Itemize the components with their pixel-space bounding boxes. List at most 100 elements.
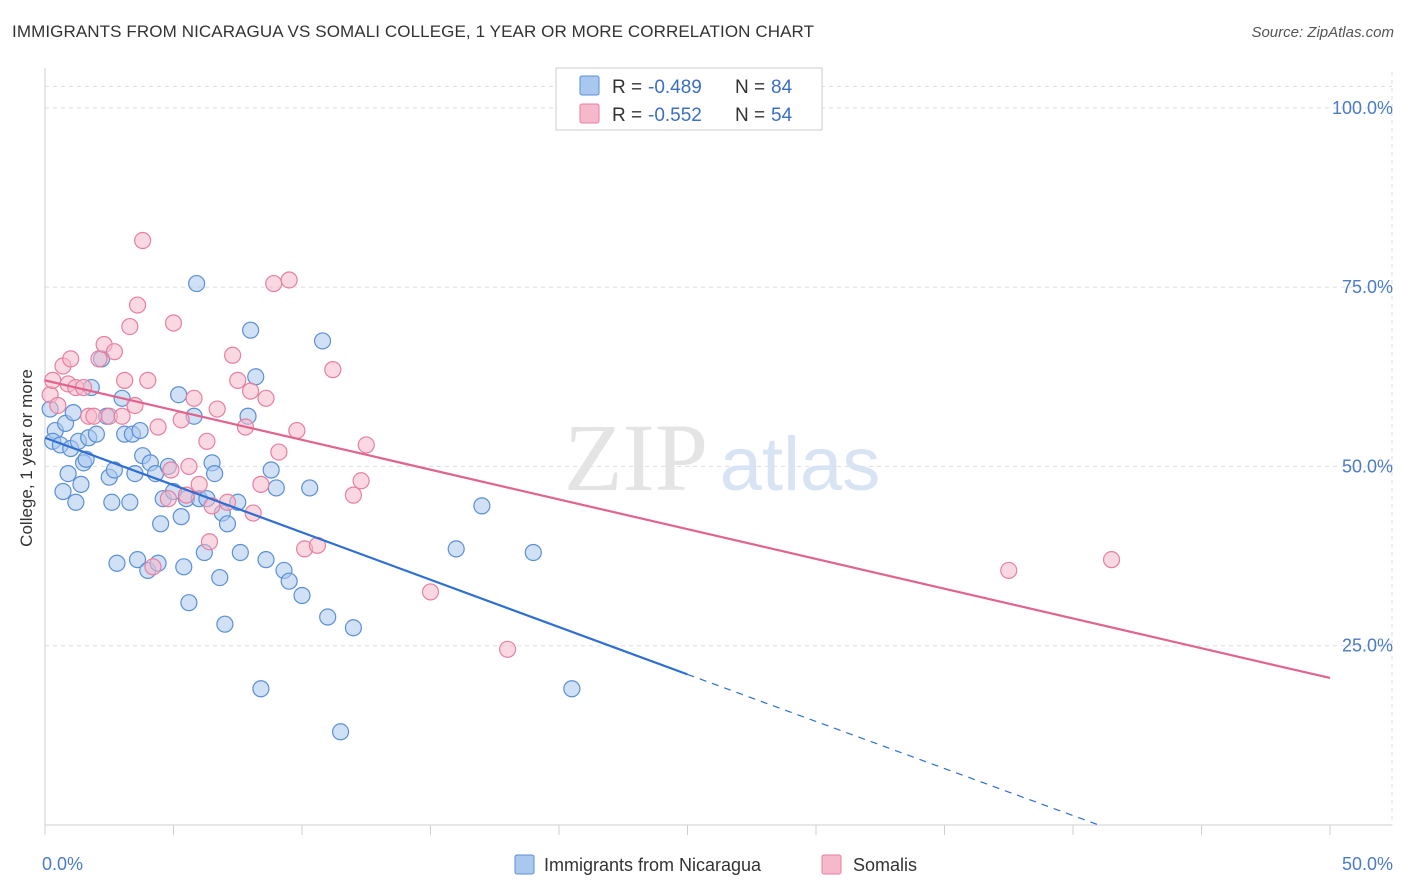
point-somali-55 xyxy=(1000,561,1018,580)
watermark: ZIP atlas xyxy=(564,404,880,511)
point-nicaragua-53 xyxy=(216,615,234,633)
point-somali-49 xyxy=(324,361,342,379)
point-somali-54 xyxy=(499,640,517,658)
point-somali-53 xyxy=(421,583,440,601)
grid-lines xyxy=(45,72,1393,825)
point-somali-13 xyxy=(105,343,123,361)
x-tick-label-0: 0.0% xyxy=(42,854,83,874)
legend-n-value-blue: 84 xyxy=(771,77,793,98)
point-somali-42 xyxy=(257,389,275,407)
point-somali-30 xyxy=(190,475,208,493)
point-somali-28 xyxy=(180,457,198,476)
point-somali-34 xyxy=(208,400,226,418)
watermark-atlas: atlas xyxy=(720,422,881,507)
legend-r-value-pink: -0.552 xyxy=(648,105,702,126)
y-tick-label-3: 25.0% xyxy=(1342,636,1393,656)
y-tick-label-2: 50.0% xyxy=(1342,456,1393,476)
trend-line-somali xyxy=(44,379,1331,680)
point-somali-23 xyxy=(159,490,177,508)
point-nicaragua-54 xyxy=(218,515,237,533)
point-nicaragua-11 xyxy=(72,475,90,493)
bottom-legend: Immigrants from Nicaragua Somalis xyxy=(514,854,917,875)
point-nicaragua-50 xyxy=(206,465,224,483)
point-somali-36 xyxy=(224,346,242,364)
point-nicaragua-70 xyxy=(331,723,350,741)
legend-n-label-pink: N = xyxy=(735,105,765,126)
legend-r-label-blue: R = xyxy=(612,77,642,98)
point-nicaragua-30 xyxy=(131,421,149,440)
x-tick-label-1: 50.0% xyxy=(1342,854,1393,874)
point-somali-37 xyxy=(229,371,247,389)
point-nicaragua-41 xyxy=(175,558,193,576)
chart-source: Source: ZipAtlas.com xyxy=(1251,24,1394,41)
point-somali-56 xyxy=(1102,551,1121,569)
bottom-legend-label-pink: Somalis xyxy=(853,855,917,875)
bottom-legend-swatch-pink xyxy=(821,854,842,875)
point-nicaragua-61 xyxy=(257,551,275,569)
bottom-legend-swatch-blue xyxy=(514,854,535,875)
y-tick-label-0: 100.0% xyxy=(1332,98,1393,118)
point-nicaragua-40 xyxy=(172,508,190,526)
legend-r-value-blue: -0.489 xyxy=(648,77,702,98)
point-nicaragua-8 xyxy=(64,404,82,422)
point-nicaragua-56 xyxy=(231,543,249,562)
point-nicaragua-39 xyxy=(170,386,188,404)
point-nicaragua-22 xyxy=(108,554,126,572)
point-somali-43 xyxy=(265,274,283,293)
legend-n-label-blue: N = xyxy=(735,77,765,98)
point-nicaragua-28 xyxy=(128,551,147,569)
point-nicaragua-69 xyxy=(319,608,337,626)
point-somali-51 xyxy=(352,472,370,490)
point-nicaragua-45 xyxy=(188,274,206,293)
point-somali-18 xyxy=(128,296,147,314)
point-somali-52 xyxy=(357,436,375,454)
point-somali-22 xyxy=(149,418,167,436)
point-nicaragua-60 xyxy=(252,680,270,698)
point-somali-2 xyxy=(49,396,67,415)
point-nicaragua-6 xyxy=(54,482,72,501)
point-nicaragua-67 xyxy=(301,479,319,497)
point-nicaragua-25 xyxy=(121,493,139,511)
point-somali-5 xyxy=(62,350,80,368)
axes xyxy=(44,68,1392,835)
chart-title: IMMIGRANTS FROM NICARAGUA VS SOMALI COLL… xyxy=(12,22,815,41)
legend-n-value-pink: 54 xyxy=(771,105,793,126)
point-somali-31 xyxy=(198,432,216,450)
point-nicaragua-43 xyxy=(180,594,198,612)
point-somali-20 xyxy=(139,371,157,389)
y-tick-label-1: 75.0% xyxy=(1342,277,1393,297)
point-somali-50 xyxy=(344,486,362,504)
point-nicaragua-7 xyxy=(59,465,77,483)
point-somali-25 xyxy=(164,314,183,332)
point-somali-24 xyxy=(162,461,180,479)
point-nicaragua-59 xyxy=(247,368,265,386)
point-nicaragua-51 xyxy=(211,568,229,587)
bottom-legend-label-blue: Immigrants from Nicaragua xyxy=(544,855,762,875)
point-somali-21 xyxy=(144,558,162,576)
point-nicaragua-62 xyxy=(262,461,280,479)
point-somali-14 xyxy=(113,407,131,425)
trend-line-nicaragua-extension xyxy=(687,673,1099,826)
point-nicaragua-65 xyxy=(280,572,298,590)
point-nicaragua-66 xyxy=(293,586,311,605)
point-somali-15 xyxy=(116,371,134,389)
legend-box xyxy=(555,67,823,131)
point-nicaragua-21 xyxy=(105,461,123,479)
point-nicaragua-16 xyxy=(87,425,106,443)
point-nicaragua-73 xyxy=(473,497,491,515)
point-somali-46 xyxy=(288,421,306,440)
point-somali-32 xyxy=(200,533,219,551)
point-somali-41 xyxy=(252,475,270,493)
point-nicaragua-75 xyxy=(563,680,581,698)
legend-r-label-pink: R = xyxy=(612,105,642,126)
tick-labels: 100.0% 75.0% 50.0% 25.0% 0.0% 50.0% xyxy=(42,98,1393,874)
point-somali-39 xyxy=(242,382,260,400)
y-axis-label: College, 1 year or more xyxy=(17,369,36,547)
point-somali-10 xyxy=(90,350,108,368)
data-points xyxy=(41,231,1121,741)
legend: R = -0.489 N = 84 R = -0.552 N = 54 xyxy=(555,67,823,131)
trend-line-nicaragua xyxy=(44,436,688,676)
point-somali-16 xyxy=(121,317,139,336)
point-somali-19 xyxy=(134,231,152,250)
